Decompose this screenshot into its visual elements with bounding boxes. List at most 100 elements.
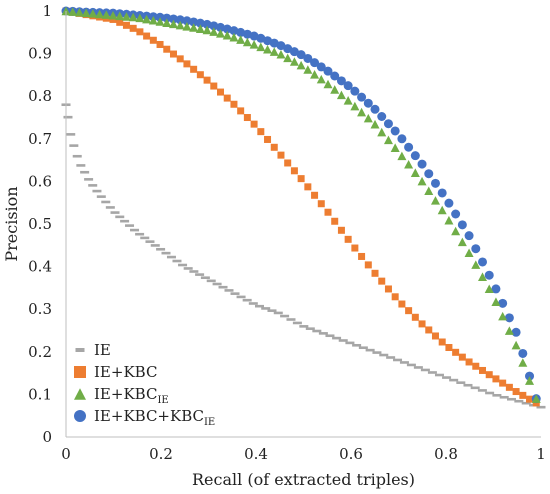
data-point [276, 49, 286, 59]
data-point [410, 168, 420, 177]
data-point [273, 311, 283, 315]
data-point [472, 362, 480, 370]
data-point [182, 16, 192, 26]
data-point [237, 107, 245, 115]
data-point [478, 257, 488, 267]
data-point [465, 358, 473, 366]
data-point [121, 12, 131, 21]
data-point [256, 42, 266, 52]
data-point [397, 151, 407, 161]
data-point [310, 70, 320, 79]
data-point [142, 14, 152, 24]
data-point [212, 282, 222, 286]
data-point [66, 133, 76, 136]
data-point [431, 332, 439, 340]
data-point [63, 115, 73, 119]
data-point [303, 65, 313, 74]
data-point [384, 285, 392, 293]
data-point [370, 119, 380, 129]
data-point [143, 32, 151, 40]
data-point [176, 55, 184, 63]
x-tick-label: 0.2 [149, 445, 173, 463]
data-point [310, 58, 320, 68]
data-point [330, 71, 340, 81]
data-point [434, 373, 444, 377]
y-tick-label: 0.1 [28, 385, 52, 403]
data-point [363, 98, 373, 108]
data-point [303, 53, 313, 63]
data-point [195, 24, 205, 33]
data-point [250, 120, 258, 128]
data-point [505, 383, 513, 391]
data-point [135, 232, 145, 236]
data-point [325, 334, 335, 338]
data-point [332, 336, 342, 340]
data-point [168, 14, 178, 24]
y-tick-label: 0.2 [28, 343, 52, 361]
data-point [498, 311, 508, 321]
data-point [249, 40, 259, 49]
data-point [115, 215, 125, 219]
data-point [130, 228, 140, 232]
data-point [243, 114, 251, 122]
data-point [357, 92, 367, 102]
data-point [336, 76, 346, 86]
data-point [519, 391, 527, 399]
data-point [183, 60, 191, 68]
data-point [297, 175, 305, 183]
data-point [358, 346, 368, 350]
data-point [209, 27, 219, 36]
data-point [343, 81, 353, 91]
data-point [358, 252, 366, 260]
data-point [105, 206, 115, 209]
data-point [222, 30, 232, 40]
y-tick-label: 0.4 [28, 258, 52, 276]
data-point [463, 383, 473, 387]
legend-label: IE+KBC+KBCIE [94, 407, 215, 428]
data-point [424, 169, 434, 179]
data-point [101, 10, 111, 19]
data-point [189, 23, 199, 32]
data-point [163, 45, 171, 53]
data-point [84, 178, 94, 181]
data-point [404, 142, 414, 152]
data-point [420, 368, 430, 372]
data-point [128, 12, 138, 22]
data-point [372, 351, 382, 354]
y-tick-labels: 0 0.1 0.2 0.3 0.4 0.5 0.6 0.7 0.8 0.9 1 [28, 2, 52, 446]
data-point [418, 320, 426, 328]
data-point [242, 37, 252, 47]
data-point [248, 302, 258, 305]
data-point [437, 188, 447, 198]
data-point [217, 88, 225, 96]
data-point [451, 226, 461, 236]
data-point [492, 375, 500, 383]
data-point [290, 167, 298, 175]
data-point [284, 159, 292, 167]
data-point [261, 307, 271, 310]
data-point [206, 279, 216, 283]
data-point [178, 263, 188, 267]
data-point [504, 313, 514, 323]
data-point [337, 226, 345, 234]
data-point [283, 53, 293, 63]
data-point [182, 22, 192, 31]
data-point [499, 395, 509, 399]
x-tick-label: 0.8 [434, 445, 458, 463]
data-point [210, 82, 218, 90]
data-point [399, 361, 409, 364]
data-point [224, 289, 234, 292]
data-point [331, 217, 339, 225]
data-point [312, 329, 322, 333]
data-point [526, 395, 534, 403]
data-point [311, 191, 319, 199]
data-point [323, 66, 333, 76]
data-point [283, 44, 293, 54]
data-point [398, 300, 406, 308]
data-point [457, 237, 467, 247]
data-point [242, 298, 252, 302]
data-point [88, 9, 98, 18]
data-point [405, 307, 413, 315]
data-point [108, 10, 118, 20]
data-point [101, 200, 111, 204]
